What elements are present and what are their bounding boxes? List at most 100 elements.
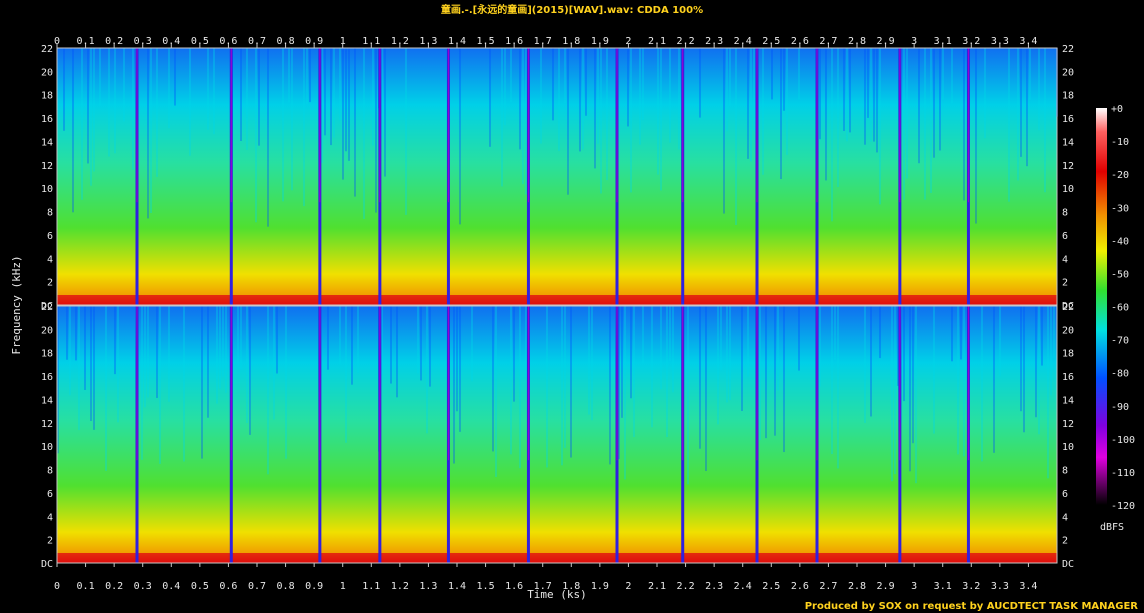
y-tick-label-left: DC xyxy=(41,559,53,570)
x-tick-label-top: 2.5 xyxy=(762,36,780,47)
texture-stripe xyxy=(273,306,275,420)
texture-stripe xyxy=(339,48,341,121)
x-tick-label-bottom: 3.2 xyxy=(962,581,980,592)
x-tick-label-bottom: 2.1 xyxy=(648,581,666,592)
texture-stripe xyxy=(351,306,353,385)
x-tick-label-bottom: 1.3 xyxy=(419,581,437,592)
texture-stripe xyxy=(963,48,965,201)
texture-stripe xyxy=(510,306,512,455)
texture-stripe xyxy=(123,48,125,122)
texture-stripe xyxy=(57,306,59,454)
y-tick-label-right: DC xyxy=(1062,559,1074,570)
texture-stripe xyxy=(699,48,701,118)
y-tick-label-left: 4 xyxy=(47,512,53,523)
x-tick-label-top: 3.1 xyxy=(934,36,952,47)
y-tick-label-right: 22 xyxy=(1062,44,1074,55)
y-tick-label-right: 22 xyxy=(1062,302,1074,313)
texture-stripe xyxy=(246,306,248,423)
y-tick-label-left: 18 xyxy=(41,349,53,360)
texture-stripe xyxy=(459,48,461,225)
x-tick-label-bottom: 0.9 xyxy=(305,581,323,592)
texture-stripe xyxy=(705,306,707,471)
x-tick-label-bottom: 0.8 xyxy=(277,581,295,592)
x-tick-label-bottom: 3.1 xyxy=(934,581,952,592)
x-tick-label-bottom: 0.3 xyxy=(134,581,152,592)
texture-stripe xyxy=(324,48,326,136)
y-tick-label-left: 2 xyxy=(47,278,53,289)
texture-stripe xyxy=(717,306,719,425)
texture-stripe xyxy=(504,48,506,126)
texture-stripe xyxy=(870,48,872,142)
y-tick-label-left: 22 xyxy=(41,44,53,55)
y-tick-label-left: 2 xyxy=(47,536,53,547)
texture-stripe xyxy=(372,48,374,146)
texture-stripe xyxy=(1008,48,1010,202)
colorbar-gradient xyxy=(1096,108,1107,505)
texture-stripe xyxy=(396,306,398,398)
texture-stripe xyxy=(831,48,833,222)
texture-stripe xyxy=(81,48,83,200)
texture-stripe xyxy=(63,48,65,131)
texture-stripe xyxy=(1029,48,1031,100)
texture-stripe xyxy=(282,48,284,202)
texture-stripe xyxy=(78,306,80,431)
texture-stripe xyxy=(879,306,881,359)
texture-stripe xyxy=(513,306,515,402)
texture-stripe xyxy=(753,48,755,131)
x-tick-label-bottom: 1.6 xyxy=(505,581,523,592)
track-gap-core xyxy=(682,48,684,203)
texture-stripe xyxy=(168,306,170,402)
track-gap-core xyxy=(136,48,138,203)
texture-stripe xyxy=(561,306,563,466)
x-tick-label-bottom: 1.8 xyxy=(562,581,580,592)
y-tick-label-left: 16 xyxy=(41,114,53,125)
texture-stripe xyxy=(780,48,782,180)
texture-stripe xyxy=(918,48,920,164)
texture-stripe xyxy=(552,48,554,121)
texture-stripe xyxy=(174,48,176,106)
spectrogram-panels xyxy=(56,47,1058,564)
texture-stripe xyxy=(132,48,134,170)
texture-stripe xyxy=(1017,48,1019,181)
x-tick-label-bottom: 2.9 xyxy=(877,581,895,592)
texture-stripe xyxy=(579,48,581,152)
texture-stripe xyxy=(510,48,512,103)
track-gap-core xyxy=(527,306,529,461)
texture-stripe xyxy=(999,306,1001,377)
x-tick-label-bottom: 0.7 xyxy=(248,581,266,592)
x-tick-label-bottom: 1.9 xyxy=(591,581,609,592)
x-tick-label-bottom: 2.6 xyxy=(791,581,809,592)
texture-stripe xyxy=(249,306,251,435)
texture-stripe xyxy=(873,48,875,142)
texture-stripe xyxy=(1026,48,1028,167)
texture-stripe xyxy=(216,306,218,404)
texture-stripe xyxy=(240,306,242,370)
texture-stripe xyxy=(588,306,590,415)
texture-stripe xyxy=(951,306,953,362)
texture-stripe xyxy=(993,306,995,453)
colorbar-tick-label: -80 xyxy=(1111,369,1129,380)
texture-stripe xyxy=(189,48,191,156)
track-gap-core xyxy=(136,306,138,461)
texture-stripe xyxy=(939,48,941,151)
x-tick-label-top: 0.9 xyxy=(305,36,323,47)
y-tick-label-right: 4 xyxy=(1062,254,1068,265)
texture-stripe xyxy=(99,48,101,106)
y-tick-label-left: 4 xyxy=(47,254,53,265)
texture-stripe xyxy=(597,48,599,144)
texture-stripe xyxy=(285,306,287,459)
texture-stripe xyxy=(567,48,569,195)
colorbar-tick-label: -110 xyxy=(1111,468,1135,479)
y-tick-label-right: 16 xyxy=(1062,114,1074,125)
texture-stripe xyxy=(147,48,149,219)
texture-stripe xyxy=(453,306,455,464)
texture-stripe xyxy=(735,48,737,225)
colorbar-tick-label: -90 xyxy=(1111,402,1129,413)
track-gap-core xyxy=(616,306,618,461)
texture-stripe xyxy=(495,306,497,477)
texture-stripe xyxy=(666,306,668,438)
texture-stripe xyxy=(354,48,356,197)
texture-stripe xyxy=(417,306,419,374)
texture-stripe xyxy=(564,306,566,448)
texture-stripe xyxy=(357,306,359,373)
